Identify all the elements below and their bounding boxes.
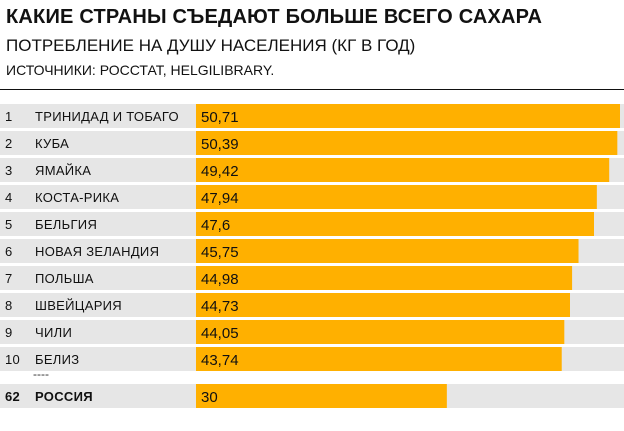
country-label: ЯМАЙКА (35, 163, 91, 178)
chart-subtitle: ПОТРЕБЛЕНИЕ НА ДУШУ НАСЕЛЕНИЯ (КГ В ГОД) (6, 36, 416, 55)
rank-label: 1 (5, 109, 13, 124)
value-label: 47,94 (201, 190, 239, 207)
value-label: 44,98 (201, 271, 239, 288)
rank-label: 5 (5, 217, 13, 232)
value-label: 44,05 (201, 325, 239, 342)
value-label: 43,74 (201, 352, 239, 369)
rank-label: 8 (5, 298, 13, 313)
rank-label: 9 (5, 325, 13, 340)
value-label: 50,71 (201, 109, 239, 126)
rank-label: 2 (5, 136, 13, 151)
rank-label: 62 (5, 389, 20, 404)
bar (196, 266, 573, 290)
header-divider (0, 89, 624, 90)
separator: ---- (33, 367, 49, 381)
chart-source: ИСТОЧНИКИ: РОССТАТ, HELGILIBRARY. (6, 62, 275, 78)
bar (196, 347, 562, 371)
bar (196, 212, 594, 236)
value-label: 44,73 (201, 298, 239, 315)
rank-label: 4 (5, 190, 13, 205)
bar (196, 131, 618, 155)
country-label: ШВЕЙЦАРИЯ (35, 298, 122, 313)
rank-label: 6 (5, 244, 13, 259)
country-label: БЕЛЬГИЯ (35, 217, 97, 232)
bar (196, 293, 570, 317)
value-label: 47,6 (201, 217, 230, 234)
country-label: РОССИЯ (35, 389, 93, 404)
value-label: 30 (201, 389, 218, 406)
bar (196, 320, 565, 344)
value-label: 49,42 (201, 163, 239, 180)
rank-label: 7 (5, 271, 13, 286)
country-label: КОСТА-РИКА (35, 190, 119, 205)
bar (196, 185, 597, 209)
value-label: 45,75 (201, 244, 239, 261)
rank-label: 3 (5, 163, 13, 178)
bar (196, 104, 620, 128)
chart-title: КАКИЕ СТРАНЫ СЪЕДАЮТ БОЛЬШЕ ВСЕГО САХАРА (6, 6, 543, 28)
rank-label: 10 (5, 352, 20, 367)
bar (196, 384, 447, 408)
country-label: КУБА (35, 136, 69, 151)
country-label: ТРИНИДАД И ТОБАГО (35, 109, 179, 124)
bar (196, 158, 610, 182)
bar (196, 239, 579, 263)
country-label: ПОЛЬША (35, 271, 94, 286)
country-label: БЕЛИЗ (35, 352, 79, 367)
country-label: НОВАЯ ЗЕЛАНДИЯ (35, 244, 159, 259)
country-label: ЧИЛИ (35, 325, 72, 340)
value-label: 50,39 (201, 136, 239, 153)
